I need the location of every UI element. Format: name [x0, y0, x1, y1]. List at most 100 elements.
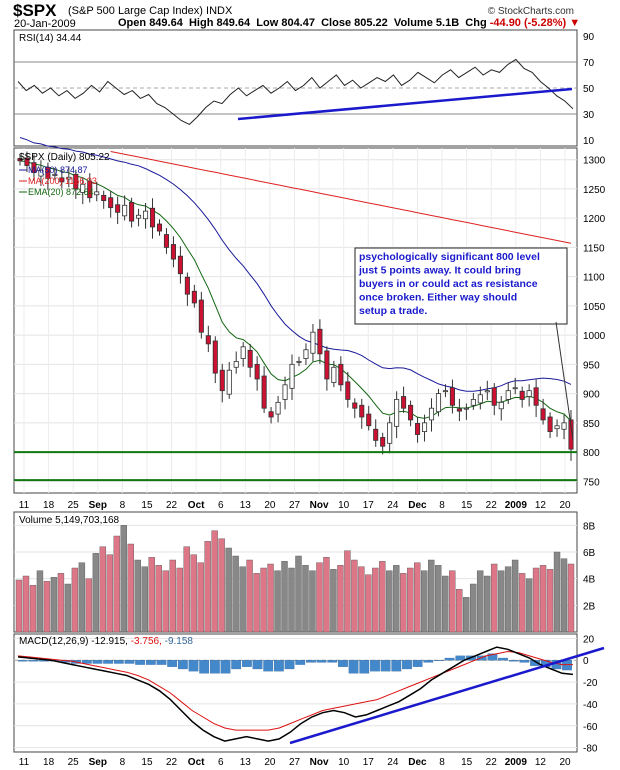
- volume-bar: [316, 562, 323, 633]
- macd-hist-bar: [220, 660, 231, 674]
- candle: [380, 437, 386, 447]
- volume-tick-label: 4B: [583, 575, 596, 586]
- macd-hist-bar: [455, 655, 466, 661]
- x-tick-label-bottom: 15: [461, 757, 473, 768]
- x-tick-label: 10: [338, 500, 350, 511]
- volume-bar: [204, 541, 211, 633]
- volume-bar: [504, 566, 512, 633]
- candle: [233, 361, 239, 368]
- volume-bar: [29, 585, 37, 633]
- macd-tick-label: -20: [583, 678, 598, 689]
- x-tick-label: 20: [559, 500, 571, 511]
- candle: [547, 416, 553, 433]
- candle: [240, 346, 246, 359]
- macd-hist-bar: [530, 660, 540, 666]
- price-tick-label: 950: [583, 360, 600, 371]
- volume-bar: [414, 562, 421, 633]
- macd-hist-bar: [167, 660, 178, 667]
- volume-bar: [449, 570, 456, 633]
- macd-hist-bar: [316, 660, 327, 663]
- candle: [87, 180, 93, 199]
- volume-bar: [120, 525, 128, 633]
- macd-trendline: [289, 646, 605, 745]
- volume-bar: [428, 559, 435, 633]
- candle: [212, 340, 218, 374]
- volume-label: Volume 5,149,703,168: [19, 515, 120, 526]
- macd-hist-bar: [338, 660, 348, 667]
- x-tick-label-bottom: 27: [289, 757, 301, 768]
- volume-bar: [553, 551, 561, 633]
- volume-label: Volume: [393, 17, 433, 29]
- volume-bar: [85, 578, 93, 633]
- volume-bar: [393, 565, 400, 633]
- low-value: 804.47: [281, 17, 315, 29]
- date: 20-Jan-2009: [14, 18, 76, 30]
- x-tick-label: 2009: [505, 500, 528, 511]
- volume-bar: [260, 567, 267, 633]
- rsi-tick-label: 90: [583, 32, 595, 43]
- volume-bar: [190, 554, 197, 633]
- x-tick-label: Nov: [310, 500, 329, 511]
- rsi-label: RSI(14) 34.44: [19, 33, 82, 44]
- x-tick-label-bottom: 22: [486, 757, 498, 768]
- candle: [477, 394, 483, 404]
- open-label: Open: [118, 17, 147, 29]
- volume-bar: [302, 565, 309, 633]
- price-tick-label: 850: [583, 419, 600, 430]
- chg-value: -44.90 (-5.28%): [489, 17, 567, 29]
- volume-bar: [330, 569, 337, 633]
- candle: [163, 234, 170, 248]
- x-tick-label-bottom: Nov: [310, 757, 329, 768]
- x-tick-label: 20: [264, 500, 276, 511]
- candle: [366, 413, 372, 427]
- volume-bar: [71, 567, 79, 633]
- candle: [31, 162, 37, 173]
- candle: [156, 223, 163, 232]
- macd-hist-bar: [444, 657, 455, 661]
- macd-hist-bar: [487, 653, 498, 661]
- x-tick-label-bottom: 11: [19, 757, 30, 768]
- candle: [136, 214, 142, 219]
- macd-hist-bar: [135, 660, 146, 665]
- volume-bar: [281, 561, 288, 633]
- copyright[interactable]: © StockCharts.com: [487, 6, 574, 17]
- candle: [435, 393, 442, 413]
- volume-bar: [490, 563, 498, 633]
- candle: [66, 176, 72, 180]
- volume-bar: [463, 597, 470, 633]
- ema20-line: [19, 160, 572, 422]
- candle: [540, 408, 546, 421]
- macd-hist-bar: [423, 660, 434, 663]
- volume-bar: [92, 553, 100, 633]
- candle: [108, 197, 114, 209]
- price-tick-label: 800: [583, 448, 600, 459]
- candle: [122, 204, 128, 217]
- high-value: 849.64: [216, 17, 251, 29]
- candle: [94, 191, 100, 196]
- x-tick-label: 8: [439, 500, 445, 511]
- x-tick-label: 15: [461, 500, 473, 511]
- volume-bar: [435, 565, 442, 633]
- macd-hist-bar: [359, 660, 370, 674]
- x-tick-label: 6: [218, 500, 224, 511]
- macd-hist-bar: [199, 660, 210, 674]
- x-tick-label-bottom: 12: [535, 757, 547, 768]
- candle: [526, 390, 532, 397]
- macd-hist-bar: [252, 660, 263, 670]
- candle: [143, 210, 149, 220]
- macd-tick-label: -60: [583, 722, 598, 733]
- volume-bar: [358, 566, 365, 633]
- x-tick-label: 13: [240, 500, 252, 511]
- candle: [149, 207, 156, 228]
- legend-ema20: EMA(20) 872.64: [28, 187, 94, 197]
- volume-bar: [99, 546, 107, 633]
- x-tick-label-bottom: 24: [387, 757, 399, 768]
- rsi-tick-label: 30: [583, 110, 595, 121]
- macd-hist-bar: [177, 660, 188, 670]
- price-tick-label: 900: [583, 390, 600, 401]
- volume-bar: [407, 567, 414, 633]
- candle: [261, 375, 267, 409]
- volume-bar: [323, 557, 330, 633]
- candle: [73, 173, 79, 190]
- candle: [324, 350, 330, 380]
